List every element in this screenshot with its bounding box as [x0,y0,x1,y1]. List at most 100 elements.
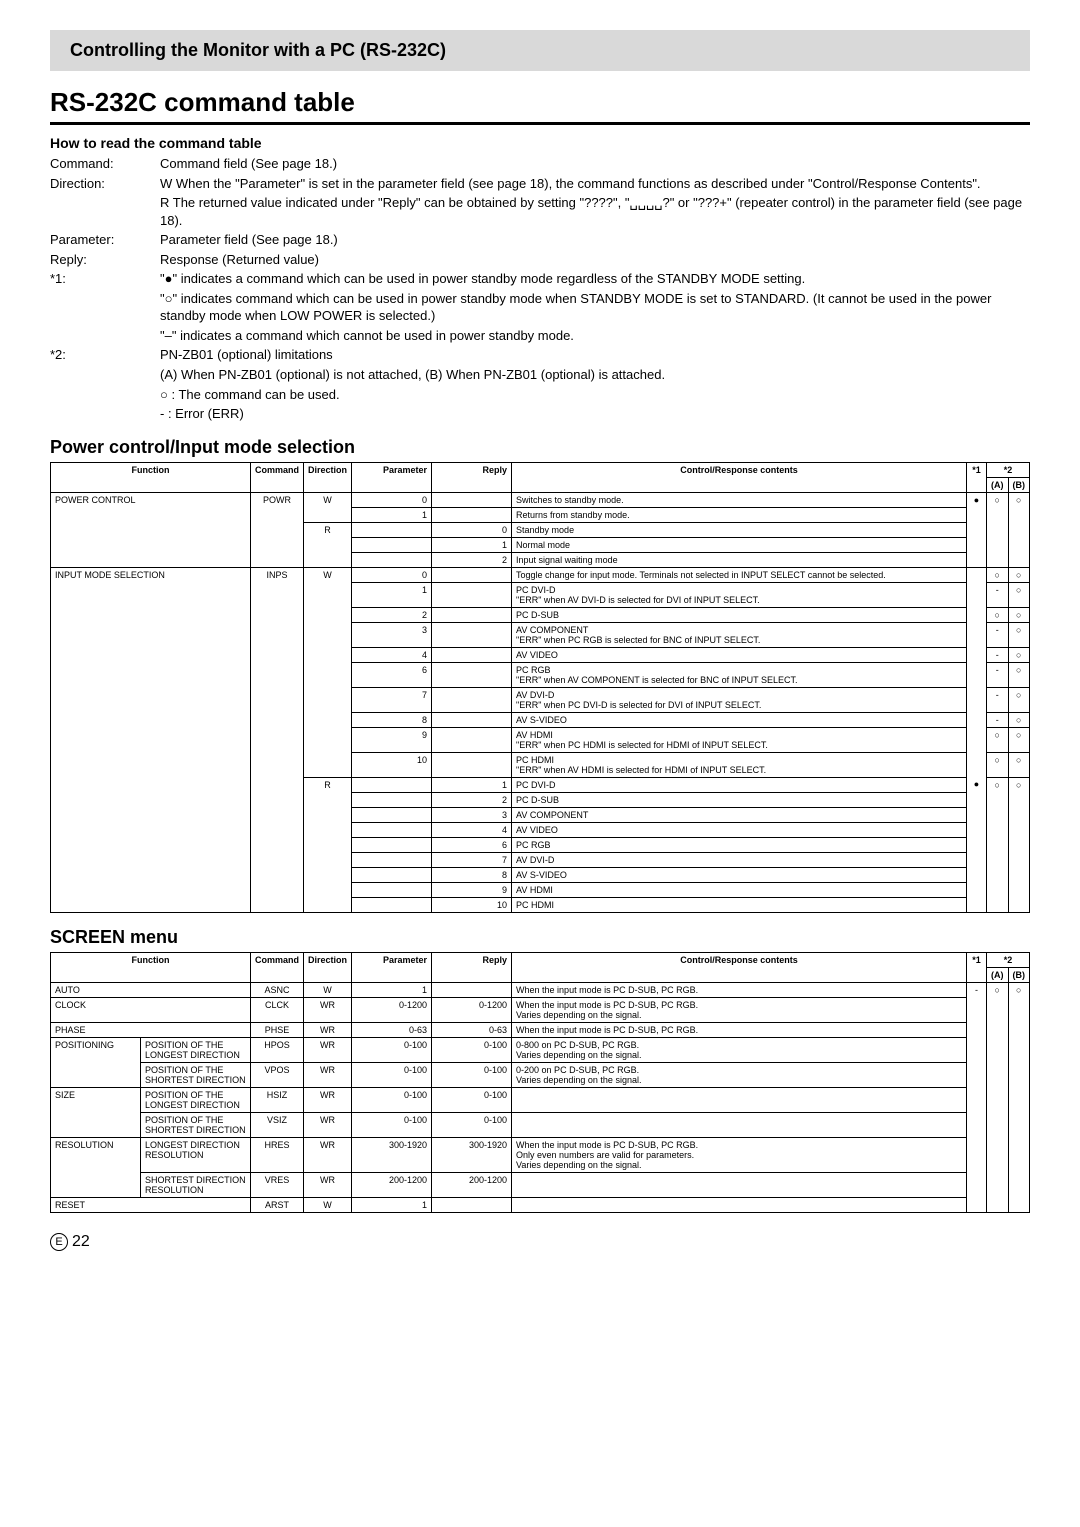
cell [432,687,512,712]
cell: 300-1920 [432,1137,512,1172]
cell: PHASE [51,1022,251,1037]
cell: ○ [1008,647,1030,662]
cell: PHSE [251,1022,304,1037]
cell: PC HDMI [512,897,967,912]
cell: 0 [352,567,432,582]
cell: AV DVI-D "ERR" when PC DVI-D is selected… [512,687,967,712]
cell: 0-100 [432,1087,512,1112]
th-b: (B) [1008,967,1030,982]
cell: ○ [987,982,1009,1212]
cell: ○ [1008,492,1030,567]
cell: 3 [432,807,512,822]
cell: INPS [251,567,304,912]
cell: HRES [251,1137,304,1172]
cell: When the input mode is PC D-SUB, PC RGB.… [512,997,967,1022]
howto-star2d: - : Error (ERR) [160,405,1030,423]
cell: - [987,687,1009,712]
cell [432,567,512,582]
cell: POSITION OF THE SHORTEST DIRECTION [141,1062,251,1087]
cell: Normal mode [512,537,967,552]
cell: ○ [1008,687,1030,712]
th-parameter: Parameter [352,952,432,982]
cell: 200-1200 [432,1172,512,1197]
cell [432,607,512,622]
howto-block: Command:Command field (See page 18.) Dir… [50,155,1030,423]
cell: 9 [352,727,432,752]
cell: - [987,582,1009,607]
cell: ○ [1008,662,1030,687]
th-star2: *2 [987,952,1030,967]
cell: AUTO [51,982,251,997]
cell: 8 [432,867,512,882]
cell: AV HDMI "ERR" when PC HDMI is selected f… [512,727,967,752]
howto-reply-label: Reply: [50,251,160,269]
cell: 0 [352,492,432,507]
cell: HPOS [251,1037,304,1062]
cell: POSITION OF THE SHORTEST DIRECTION [141,1112,251,1137]
cell: POWR [251,492,304,567]
cell [352,537,432,552]
howto-star2a: PN-ZB01 (optional) limitations [160,346,1030,364]
cell [967,567,987,777]
cell: SHORTEST DIRECTION RESOLUTION [141,1172,251,1197]
cell [352,882,432,897]
howto-parameter-label: Parameter: [50,231,160,249]
cell: Switches to standby mode. [512,492,967,507]
cell: LONGEST DIRECTION RESOLUTION [141,1137,251,1172]
cell [352,852,432,867]
cell: AV S-VIDEO [512,867,967,882]
cell: AV DVI-D [512,852,967,867]
howto-star1a: "●" indicates a command which can be use… [160,270,1030,288]
th-contents: Control/Response contents [512,462,967,492]
cell: PC D-SUB [512,792,967,807]
page-number: E 22 [50,1233,1030,1251]
table1-title: Power control/Input mode selection [50,437,1030,458]
cell: SIZE [51,1087,141,1137]
cell: R [304,522,352,567]
cell: ○ [987,567,1009,582]
cell: WR [304,1022,352,1037]
table-row: RESETARSTW1 [51,1197,1030,1212]
cell: ● [967,492,987,567]
table-row: POSITION OF THE SHORTEST DIRECTIONVPOSWR… [51,1062,1030,1087]
cell: - [967,982,987,1212]
th-function: Function [51,952,251,982]
cell [352,867,432,882]
cell: 2 [432,552,512,567]
cell: 0-100 [352,1112,432,1137]
cell: 1 [352,982,432,997]
table-row: POWER CONTROL POWR W 0 Switches to stand… [51,492,1030,507]
cell: ARST [251,1197,304,1212]
cell [352,822,432,837]
cell: W [304,982,352,997]
cell [432,982,512,997]
howto-title: How to read the command table [50,135,1030,151]
cell: 6 [352,662,432,687]
cell [432,1197,512,1212]
cell: 0-200 on PC D-SUB, PC RGB. Varies depend… [512,1062,967,1087]
cell [352,807,432,822]
cell: AV VIDEO [512,647,967,662]
cell: 6 [432,837,512,852]
howto-direction-label: Direction: [50,175,160,193]
cell [512,1112,967,1137]
th-direction: Direction [304,462,352,492]
cell: ASNC [251,982,304,997]
cell: WR [304,1172,352,1197]
cell: W [304,567,352,777]
table-row: RESOLUTIONLONGEST DIRECTION RESOLUTIONHR… [51,1137,1030,1172]
howto-command-label: Command: [50,155,160,173]
cell: ○ [1008,982,1030,1212]
cell: PC RGB [512,837,967,852]
cell: WR [304,1062,352,1087]
cell: 1 [432,777,512,792]
cell: POWER CONTROL [51,492,251,567]
cell [432,712,512,727]
cell [432,647,512,662]
cell: 1 [352,1197,432,1212]
cell: - [987,662,1009,687]
page-number-value: 22 [72,1233,90,1251]
cell [432,662,512,687]
cell: ○ [1008,712,1030,727]
cell: 0-100 [432,1112,512,1137]
